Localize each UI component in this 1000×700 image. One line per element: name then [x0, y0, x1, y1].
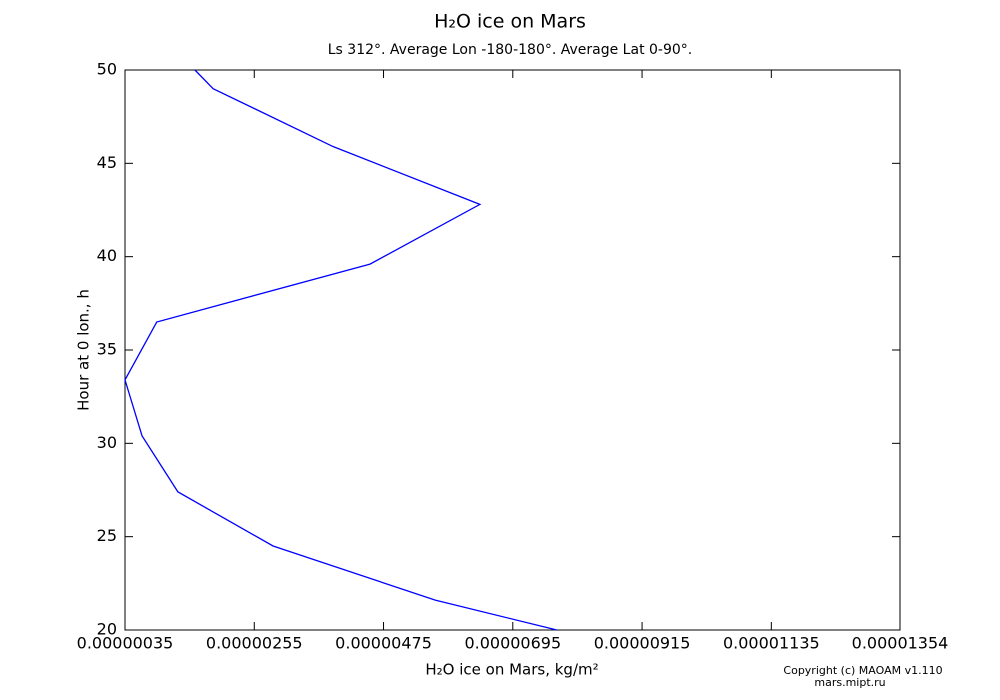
x-tick-label: 0.00000255: [206, 634, 303, 653]
chart-subtitle: Ls 312°. Average Lon -180-180°. Average …: [328, 42, 692, 58]
x-axis-label: H₂O ice on Mars, kg/m²: [425, 661, 598, 679]
x-tick-label: 0.00000695: [464, 634, 561, 653]
chart-title: H₂O ice on Mars: [434, 11, 586, 33]
x-tick-label: 0.00000915: [594, 634, 691, 653]
x-tick-label: 0.00000475: [335, 634, 432, 653]
plot-frame: [124, 69, 901, 631]
y-tick-label: 35: [97, 340, 117, 359]
x-tick-label: 0.00000035: [77, 634, 174, 653]
site: mars.mipt.ru: [814, 676, 885, 689]
y-tick-label: 45: [97, 153, 117, 172]
copyright: Copyright (c) MAOAM v1.110: [783, 664, 942, 677]
y-axis-label: Hour at 0 lon., h: [75, 289, 93, 411]
y-tick-label: 30: [97, 433, 117, 452]
y-tick-label: 50: [97, 60, 117, 79]
data-line: [124, 69, 558, 631]
y-tick-label: 20: [97, 620, 117, 639]
y-tick-label: 40: [97, 246, 117, 265]
x-tick-label: 0.00001135: [723, 634, 820, 653]
x-tick-label: 0.00001354: [852, 634, 949, 653]
y-tick-label: 25: [97, 526, 117, 545]
